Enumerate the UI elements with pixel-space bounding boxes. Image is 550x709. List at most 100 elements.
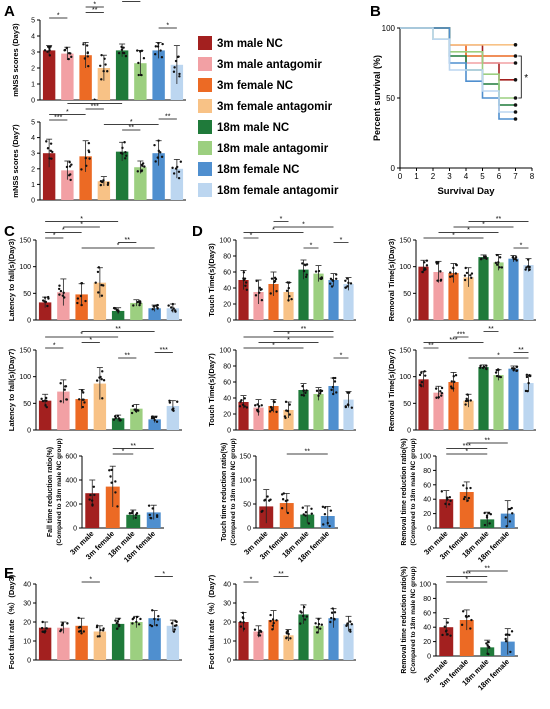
bar: [148, 308, 161, 320]
y-tick-label: 80: [423, 596, 431, 603]
data-point: [175, 620, 178, 624]
significance-label: ***: [457, 332, 465, 339]
data-point: [287, 286, 290, 290]
y-tick-label: 40: [23, 582, 31, 589]
data-point: [479, 366, 482, 370]
data-point: [50, 157, 53, 160]
y-tick-label: 150: [399, 348, 411, 355]
y-tick-label: 100: [19, 374, 31, 381]
data-point: [45, 405, 48, 409]
data-point: [271, 618, 275, 621]
data-point: [425, 259, 429, 262]
data-point: [241, 611, 245, 615]
bar: [75, 399, 88, 430]
data-point: [446, 496, 449, 499]
data-point: [63, 48, 67, 52]
bar: [418, 379, 429, 430]
data-point: [136, 49, 139, 52]
data-point: [500, 266, 504, 269]
data-point: [46, 304, 49, 308]
data-point: [289, 637, 292, 640]
data-point: [510, 630, 514, 633]
bar: [343, 399, 354, 430]
data-point: [58, 293, 61, 296]
data-point: [101, 370, 104, 373]
data-point: [331, 385, 335, 389]
legend-label: 3m male antagomir: [217, 59, 322, 71]
bar: [42, 153, 56, 200]
data-point: [87, 149, 90, 152]
bar: [253, 631, 264, 660]
significance-label: **: [301, 326, 307, 333]
panel-letters: A B C D E: [4, 3, 381, 582]
data-point: [245, 288, 249, 292]
data-point: [239, 625, 243, 628]
data-point: [44, 404, 47, 407]
data-point: [242, 621, 245, 624]
y-tick-label: 80: [223, 254, 231, 261]
data-point: [485, 642, 488, 645]
panel-letter-b: B: [370, 3, 381, 20]
data-point: [451, 275, 454, 278]
bar: [57, 627, 70, 660]
bar: [97, 68, 111, 100]
data-point: [495, 374, 499, 378]
y-tick-label: 100: [19, 264, 31, 271]
y-tick-label: 2: [31, 66, 35, 73]
bar: [313, 273, 324, 320]
data-point: [466, 393, 469, 396]
data-point: [286, 511, 290, 515]
data-point: [151, 307, 154, 311]
significance-label: *: [130, 0, 133, 3]
survival-line: [400, 27, 516, 113]
y-tick-label: 80: [423, 468, 431, 475]
data-point: [423, 370, 426, 373]
bar: [298, 390, 309, 430]
significance-label: *: [93, 98, 96, 105]
data-point: [272, 621, 275, 625]
bar: [508, 368, 519, 430]
data-point: [488, 522, 491, 525]
data-point: [155, 420, 159, 423]
data-point: [70, 55, 73, 59]
data-point: [288, 294, 291, 298]
data-point: [525, 266, 528, 269]
significance-label: ***: [449, 337, 457, 344]
y-axis-label: Removal Time(s)(Day3): [387, 238, 396, 321]
data-point: [99, 183, 103, 187]
data-point: [178, 75, 181, 78]
bar: [93, 383, 107, 430]
data-point: [441, 633, 444, 637]
data-point: [281, 498, 285, 501]
bar: [493, 262, 504, 320]
data-point: [498, 256, 502, 259]
data-point: [479, 258, 483, 261]
data-point: [169, 306, 173, 309]
x-axis-label: Survival Day: [437, 186, 495, 197]
data-point: [314, 622, 317, 625]
bar: [38, 400, 52, 430]
bar: [253, 407, 264, 430]
data-point: [305, 615, 309, 618]
data-point: [259, 630, 263, 633]
data-point: [330, 388, 333, 392]
data-point: [485, 257, 488, 260]
data-point: [59, 382, 62, 385]
data-point: [106, 70, 109, 73]
data-point: [99, 64, 102, 68]
data-point: [508, 633, 511, 637]
data-point: [57, 287, 61, 291]
significance-label: *: [272, 343, 275, 350]
bar: [111, 418, 125, 430]
significance-label: *: [272, 227, 275, 234]
data-point: [482, 365, 486, 369]
significance-label: *: [280, 216, 283, 223]
significance-label: *: [250, 577, 253, 584]
significance-label: **: [305, 449, 311, 456]
data-point: [465, 397, 468, 401]
data-point: [121, 152, 124, 155]
y-tick-label: 150: [399, 238, 411, 245]
data-point: [435, 260, 438, 264]
data-point: [241, 403, 245, 406]
